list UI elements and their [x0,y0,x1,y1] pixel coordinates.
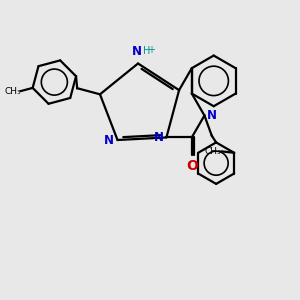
Text: CH₃: CH₃ [4,86,21,95]
Text: +: + [147,45,155,55]
Text: O: O [186,159,198,173]
Text: CH₃: CH₃ [204,147,221,156]
Text: N: N [132,45,142,58]
Text: N: N [104,134,114,147]
Text: N: N [207,109,217,122]
Text: H: H [143,46,150,56]
Text: N: N [154,131,164,144]
